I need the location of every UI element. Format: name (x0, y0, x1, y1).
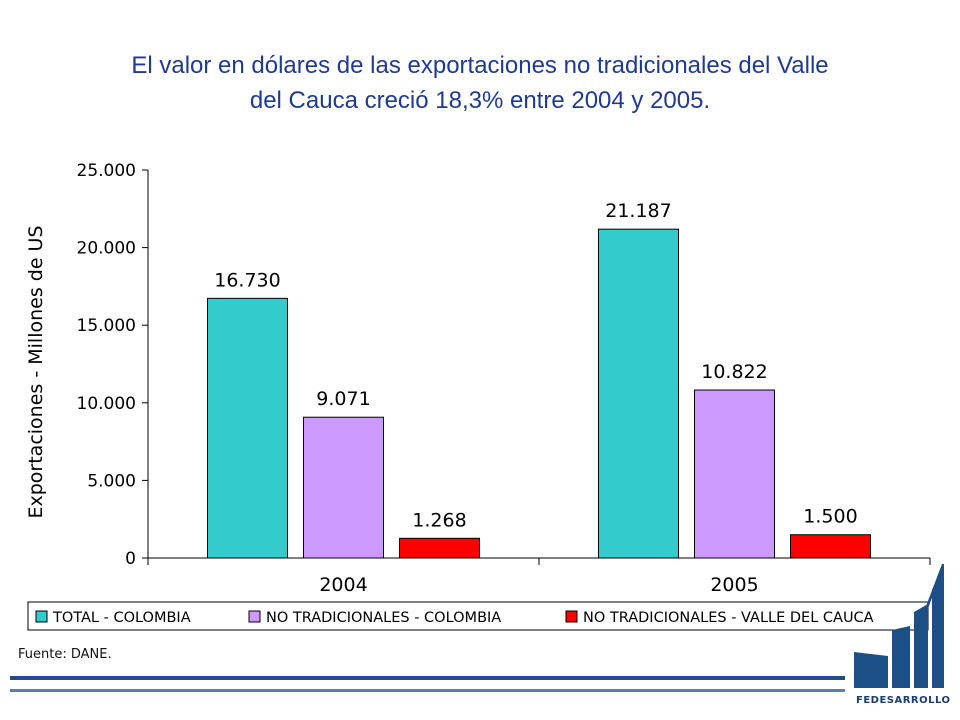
bar-2004-series-1 (207, 297, 288, 559)
y-tick-label: 25.000 (77, 161, 136, 181)
legend-entry: NO TRADICIONALES - VALLE DEL CAUCA (583, 610, 874, 626)
legend-entry: TOTAL - COLOMBIA (52, 610, 191, 626)
footer-divider-secondary (10, 689, 845, 692)
y-tick-label: 15.000 (77, 316, 136, 336)
data-label: 16.730 (214, 269, 280, 291)
legend-entry: NO TRADICIONALES - COLOMBIA (266, 610, 501, 626)
y-axis-label: Exportaciones - Millones de US (25, 225, 47, 518)
footer-divider (10, 676, 845, 680)
legend-swatch (248, 610, 261, 623)
data-label: 10.822 (701, 361, 767, 383)
data-label: 21.187 (605, 200, 671, 222)
legend-swatch (565, 610, 578, 623)
y-tick-label: 20.000 (77, 239, 136, 259)
data-label: 9.071 (316, 388, 370, 410)
source-note: Fuente: DANE. (18, 647, 112, 662)
logo-text: FEDESARROLLO (856, 695, 951, 706)
y-tick-label: 5.000 (87, 471, 136, 491)
y-tick-label: 10.000 (77, 394, 136, 414)
legend-swatch (35, 610, 48, 623)
bar-2004-series-2 (303, 416, 384, 559)
data-label: 1.268 (412, 509, 466, 531)
chart-title-line-2: del Cauca creció 18,3% entre 2004 y 2005… (249, 87, 711, 114)
bar-chart: 0 5.000 10.000 15.000 20.000 25.000 Exportacio… (25, 161, 931, 631)
x-tick-label: 2004 (319, 574, 367, 596)
bar-2004-series-3 (399, 537, 480, 559)
y-tick-label: 0 (125, 549, 136, 569)
x-tick-label: 2005 (710, 574, 758, 596)
bar-2005-series-3 (790, 534, 871, 559)
data-label: 1.500 (803, 506, 857, 528)
legend-box (27, 601, 929, 631)
bar-2005-series-1 (598, 228, 679, 559)
chart-title-line-1: El valor en dólares de las exportaciones… (131, 52, 829, 79)
bar-2005-series-2 (694, 389, 775, 559)
fedesarrollo-logo (854, 564, 944, 688)
